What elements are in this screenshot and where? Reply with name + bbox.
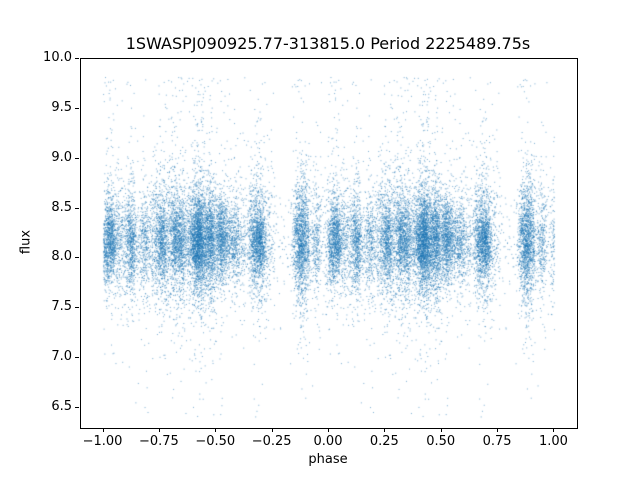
x-tick <box>158 428 160 432</box>
y-tick-label: 6.5 <box>51 399 72 415</box>
x-tick <box>553 428 555 432</box>
x-tick-label: −0.25 <box>251 434 292 449</box>
y-tick-label: 8.5 <box>51 199 72 215</box>
x-tick-label: 0.50 <box>426 434 456 449</box>
x-tick-label: −0.50 <box>195 434 236 449</box>
x-tick-label: −1.00 <box>82 434 123 449</box>
y-tick <box>75 107 79 109</box>
y-tick-label: 9.5 <box>51 99 72 115</box>
x-tick-label: 1.00 <box>538 434 568 449</box>
y-tick <box>75 307 79 309</box>
x-tick-label: −0.75 <box>138 434 179 449</box>
x-tick <box>102 428 104 432</box>
x-tick-label: 0.25 <box>369 434 399 449</box>
x-tick <box>497 428 499 432</box>
scatter-canvas <box>81 59 577 428</box>
x-tick <box>440 428 442 432</box>
y-tick-label: 10.0 <box>43 50 72 65</box>
x-tick-label: 0.00 <box>313 434 343 449</box>
y-tick-label: 9.0 <box>51 149 72 165</box>
y-tick <box>75 58 79 59</box>
axes <box>80 58 578 429</box>
chart-title: 1SWASPJ090925.77-313815.0 Period 2225489… <box>125 34 531 53</box>
y-tick-label: 7.5 <box>51 299 72 315</box>
x-tick <box>384 428 386 432</box>
x-axis-label: phase <box>308 452 348 467</box>
y-tick <box>75 357 79 359</box>
y-tick <box>75 157 79 159</box>
x-tick <box>271 428 273 432</box>
x-tick <box>328 428 329 432</box>
x-tick-label: 0.75 <box>482 434 512 449</box>
y-tick-label: 7.0 <box>51 349 72 365</box>
y-tick <box>75 257 79 259</box>
y-tick <box>75 407 79 409</box>
y-tick <box>75 207 79 209</box>
y-tick-label: 8.0 <box>51 249 72 265</box>
x-tick <box>215 428 217 432</box>
